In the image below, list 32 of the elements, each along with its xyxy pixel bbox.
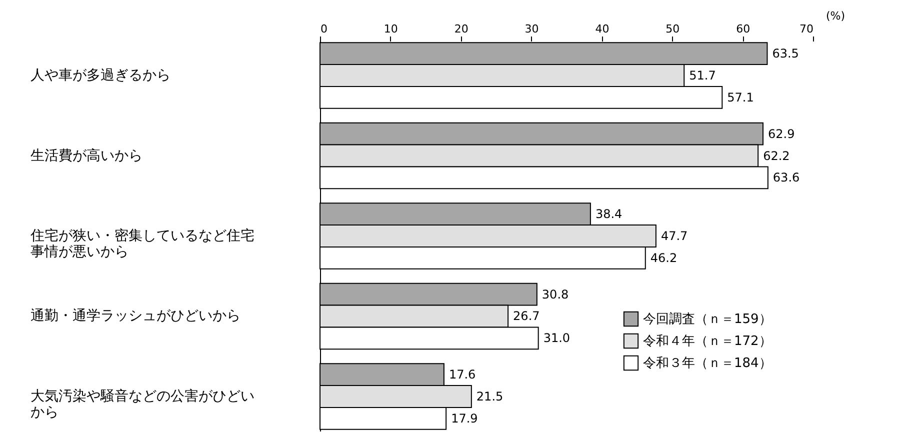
x-axis-title: (%) xyxy=(826,10,846,22)
y-tick-label: 生活費が高いから xyxy=(30,148,142,164)
x-tick-label: 20 xyxy=(454,22,468,36)
data-label: 46.2 xyxy=(650,250,678,265)
data-label: 62.9 xyxy=(768,126,795,141)
data-label: 63.5 xyxy=(772,46,799,61)
data-label: 31.0 xyxy=(543,331,570,346)
data-label: 21.5 xyxy=(476,389,504,404)
data-label: 63.6 xyxy=(772,170,800,185)
legend-label: 令和４年（ｎ＝172） xyxy=(643,334,772,349)
y-tick-label: 住宅が狭い・密集しているなど住宅事情が悪いから xyxy=(30,228,254,260)
data-label: 51.7 xyxy=(689,68,716,83)
data-label: 30.8 xyxy=(542,287,569,302)
legend-label: 今回調査（ｎ＝159） xyxy=(643,312,772,327)
x-tick-label: 40 xyxy=(595,22,610,36)
x-tick-label: 30 xyxy=(524,22,539,36)
y-tick-label: 人や車が多過ぎるから xyxy=(30,68,170,84)
x-tick-label: 10 xyxy=(384,22,398,36)
data-label: 47.7 xyxy=(660,229,688,243)
data-label: 26.7 xyxy=(513,309,540,324)
y-tick-label: 大気汚染や騒音などの公害がひどいから xyxy=(30,388,254,420)
legend-label: 令和３年（ｎ＝184） xyxy=(643,356,772,371)
data-label: 38.4 xyxy=(595,207,622,222)
x-tick-label: 70 xyxy=(800,22,814,36)
data-label: 62.2 xyxy=(763,148,790,163)
x-tick-label: 50 xyxy=(666,22,680,36)
x-tick-label: 0 xyxy=(320,22,328,36)
data-label: 57.1 xyxy=(727,90,754,104)
data-label: 17.6 xyxy=(448,368,476,382)
x-tick-label: 60 xyxy=(736,22,750,36)
y-tick-label: 通勤・通学ラッシュがひどいから xyxy=(30,308,240,324)
data-label: 17.9 xyxy=(451,411,478,426)
